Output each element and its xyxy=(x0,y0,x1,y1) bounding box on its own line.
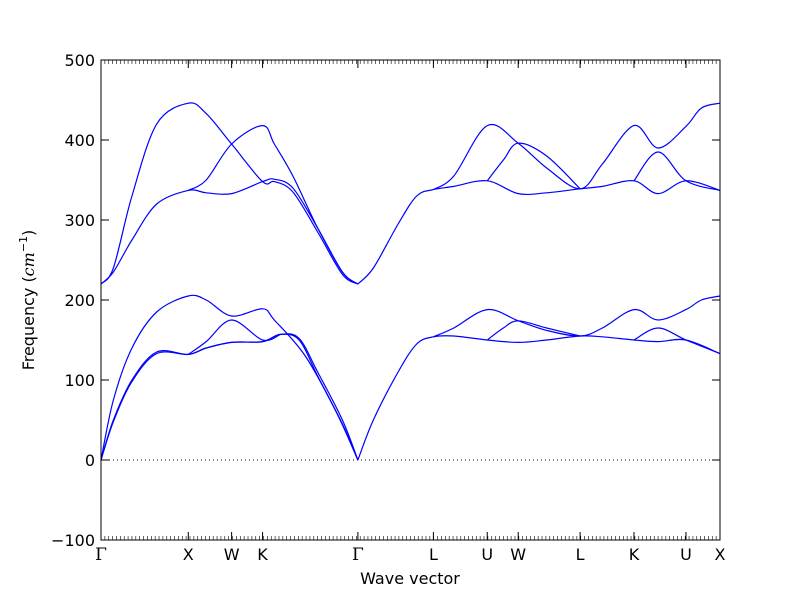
plot-area xyxy=(101,60,720,540)
y-axis-label: Frequency (cm−1) xyxy=(17,230,38,371)
band-line-3 xyxy=(100,294,359,461)
x-axis-label: Wave vector xyxy=(360,569,460,588)
y-tick-label: 100 xyxy=(64,371,95,390)
x-tick-label: L xyxy=(429,545,438,564)
x-tick-label: U xyxy=(481,545,493,564)
band-line-6 xyxy=(433,295,721,338)
band-line-11 xyxy=(187,124,359,285)
band-line-12 xyxy=(357,180,721,285)
band-line-4 xyxy=(187,319,281,355)
x-tick-label: K xyxy=(257,545,268,564)
x-tick-label: W xyxy=(224,545,240,564)
x-tick-label: Γ xyxy=(95,545,107,565)
y-tick-label: 300 xyxy=(64,211,95,230)
x-tick-label: L xyxy=(576,545,585,564)
y-tick-label: 200 xyxy=(64,291,95,310)
y-tick-label: 0 xyxy=(85,451,95,470)
band-line-5 xyxy=(357,335,721,461)
band-line-8 xyxy=(633,327,721,355)
band-line-2 xyxy=(100,333,359,461)
band-line-13 xyxy=(433,102,721,191)
y-tick-label: 500 xyxy=(64,51,95,70)
band-line-7 xyxy=(486,320,581,341)
x-tick-label: X xyxy=(715,545,726,564)
plot-frame xyxy=(100,59,721,541)
y-tick-label: −100 xyxy=(51,531,95,550)
band-line-14 xyxy=(486,142,581,190)
band-line-15 xyxy=(633,151,721,191)
y-tick-label: 400 xyxy=(64,131,95,150)
x-tick-label: U xyxy=(680,545,692,564)
x-tick-label: X xyxy=(183,545,194,564)
x-tick-label: K xyxy=(629,545,640,564)
x-tick-label: W xyxy=(510,545,526,564)
x-tick-label: Γ xyxy=(352,545,364,565)
